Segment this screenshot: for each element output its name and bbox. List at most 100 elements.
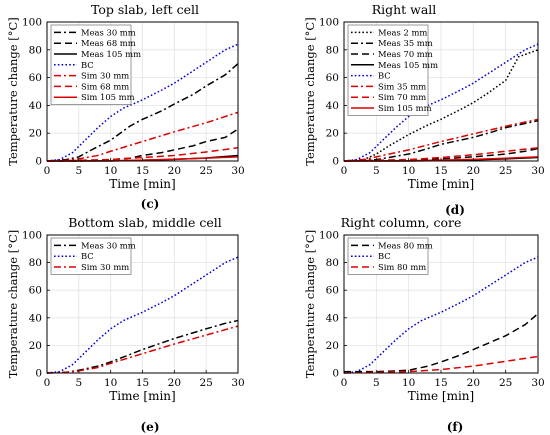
y-axis-label: Temperature change [°C] (6, 17, 20, 165)
y-tick-label: 40 (326, 100, 339, 112)
x-tick-label: 5 (75, 165, 82, 177)
series-line-meas-70-mm (343, 147, 539, 162)
y-tick-label: 80 (326, 44, 339, 56)
legend-label: Meas 30 mm (81, 27, 136, 37)
x-tick-label: 20 (168, 165, 181, 177)
chart-panel-c: 0 5 10 15 20 25 30 0 20 40 60 80 100 Time [min] Temper… (6, 2, 245, 211)
legend-box (50, 237, 132, 275)
y-tick-label: 60 (326, 72, 339, 84)
legend-label: BC (378, 251, 391, 261)
legend-label: Meas 68 mm (81, 38, 136, 48)
chart-subcaption: (e) (141, 420, 160, 434)
chart-subcaption: (c) (141, 197, 160, 211)
x-tick-label: 5 (373, 165, 380, 177)
chart-subcaption: (d) (445, 203, 465, 217)
x-tick-label: 30 (231, 377, 244, 389)
x-tick-label: 5 (373, 377, 380, 389)
y-tick-label: 100 (319, 17, 339, 29)
series-line-meas-2-mm (343, 49, 539, 162)
series-line-bc (343, 256, 539, 374)
series-line-sim-35-mm (343, 118, 539, 162)
x-tick-label: 10 (104, 377, 117, 389)
y-tick-label: 100 (22, 230, 42, 242)
legend-box (347, 237, 429, 275)
x-tick-label: 20 (467, 165, 480, 177)
series-line-meas-30-mm (46, 63, 239, 162)
y-tick-label: 80 (29, 257, 42, 269)
series-line-bc (343, 43, 539, 162)
x-axis-label: Time [min] (408, 177, 474, 191)
x-tick-label: 25 (199, 165, 212, 177)
chart-title: Bottom slab, middle cell (68, 215, 222, 230)
chart-panel-e: 0 5 10 15 20 25 30 0 20 40 60 80 100 Time [min] Temper… (6, 215, 245, 434)
y-tick-label: 20 (29, 128, 42, 140)
y-tick-label: 80 (29, 44, 42, 56)
x-tick-label: 15 (136, 165, 149, 177)
legend-label: Meas 105 mm (81, 49, 141, 59)
legend-label: Sim 35 mm (378, 81, 426, 91)
series-line-sim-30-mm (46, 111, 239, 162)
legend-label: Meas 105 mm (378, 60, 438, 70)
legend-label: Sim 30 mm (81, 71, 129, 81)
y-tick-label: 100 (22, 17, 42, 29)
x-tick-label: 30 (531, 165, 544, 177)
series-line-sim-80-mm (343, 355, 539, 374)
x-tick-label: 0 (44, 165, 51, 177)
legend-label: Sim 70 mm (378, 92, 426, 102)
chart-panel-f: 0 5 10 15 20 25 30 0 20 40 60 80 100 Time [min] Temper… (303, 215, 545, 434)
x-tick-label: 0 (341, 377, 348, 389)
legend-label: Sim 105 mm (81, 92, 135, 102)
x-tick-label: 5 (75, 377, 82, 389)
legend-label: Meas 2 mm (378, 27, 427, 37)
y-axis-label: Temperature change [°C] (303, 230, 317, 378)
x-tick-label: 0 (341, 165, 348, 177)
y-axis-label: Temperature change [°C] (303, 17, 317, 165)
y-tick-label: 40 (29, 100, 42, 112)
y-tick-label: 40 (29, 312, 42, 324)
chart-subcaption: (f) (447, 420, 464, 434)
chart-title: Top slab, left cell (91, 2, 199, 17)
x-tick-label: 15 (136, 377, 149, 389)
x-tick-label: 0 (44, 377, 51, 389)
legend-label: Meas 30 mm (81, 240, 136, 250)
x-tick-label: 10 (104, 165, 117, 177)
series-line-meas-68-mm (47, 128, 239, 162)
x-tick-label: 15 (434, 377, 447, 389)
series-line-meas-80-mm (344, 313, 539, 373)
y-tick-label: 0 (332, 156, 339, 168)
x-tick-label: 15 (434, 165, 447, 177)
chart-title: Right wall (372, 2, 437, 17)
x-axis-label: Time [min] (109, 389, 175, 403)
legend-label: Sim 80 mm (378, 262, 426, 272)
legend-label: BC (81, 60, 94, 70)
series-line-sim-68-mm (46, 147, 239, 162)
y-tick-label: 20 (29, 340, 42, 352)
y-tick-label: 60 (326, 285, 339, 297)
x-axis-label: Time [min] (109, 177, 175, 191)
series-line-sim-70-mm (343, 147, 539, 162)
x-tick-label: 20 (168, 377, 181, 389)
y-tick-label: 40 (326, 312, 339, 324)
x-tick-label: 30 (231, 165, 244, 177)
y-tick-label: 0 (35, 368, 42, 380)
legend-label: Meas 80 mm (378, 240, 433, 250)
series-line-sim-30-mm (46, 325, 239, 374)
y-axis-label: Temperature change [°C] (6, 230, 20, 378)
legend-label: Sim 30 mm (81, 262, 129, 272)
x-tick-label: 10 (402, 165, 415, 177)
x-tick-label: 25 (199, 377, 212, 389)
legend-label: Meas 70 mm (378, 49, 433, 59)
y-tick-label: 0 (332, 368, 339, 380)
legend-label: Sim 68 mm (81, 81, 129, 91)
chart-title: Right column, core (341, 215, 462, 230)
legend-label: BC (378, 71, 391, 81)
y-tick-label: 20 (326, 340, 339, 352)
x-tick-label: 10 (402, 377, 415, 389)
y-tick-label: 60 (29, 72, 42, 84)
legend-label: Sim 105 mm (378, 103, 432, 113)
x-tick-label: 20 (467, 377, 480, 389)
